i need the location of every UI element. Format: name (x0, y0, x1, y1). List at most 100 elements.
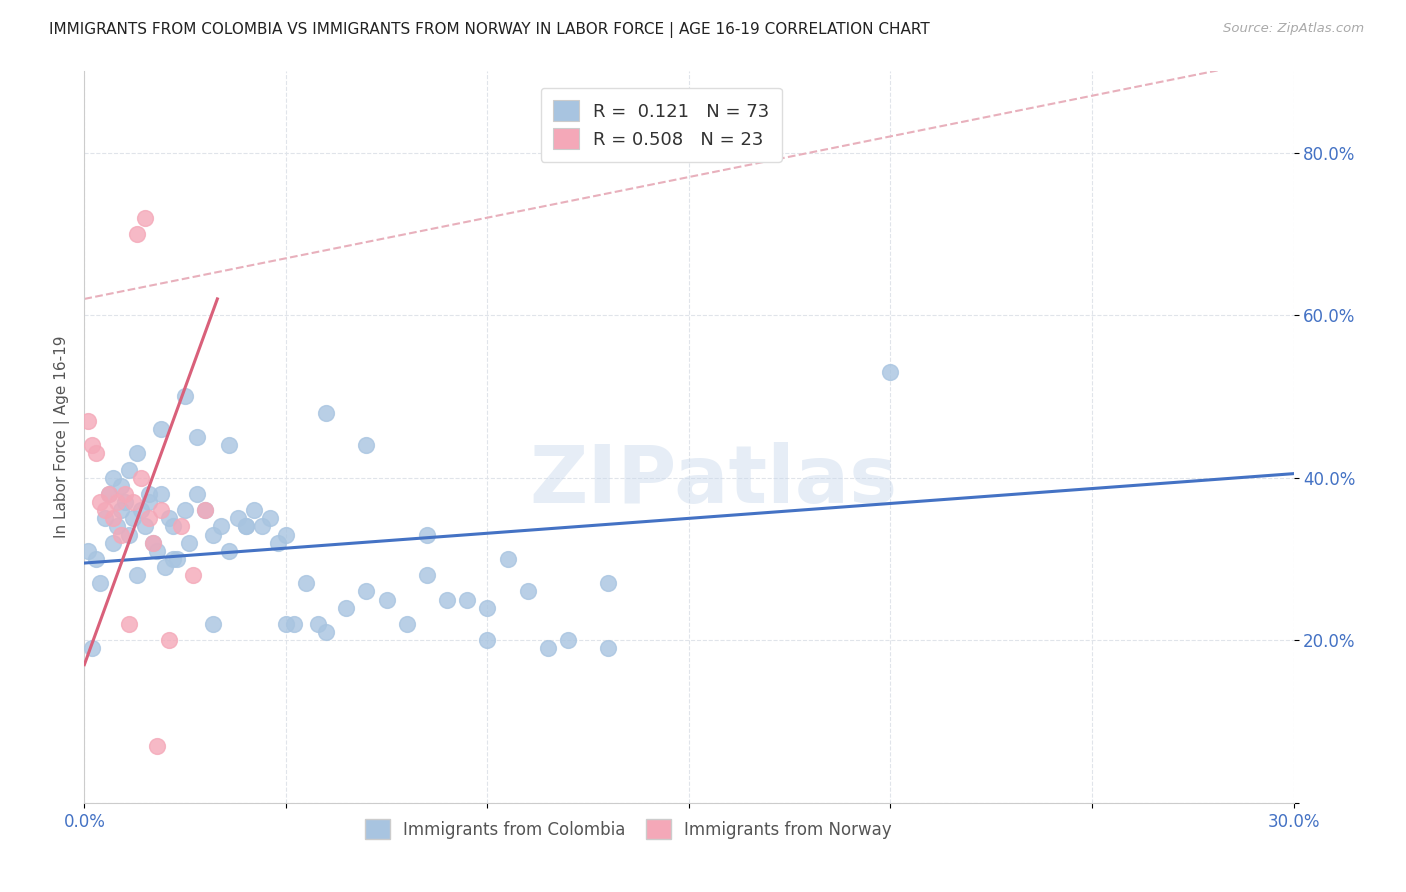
Point (118, 527, 141, 541)
Point (157, 633, 180, 648)
Point (170, 519, 193, 533)
Point (598, 641, 620, 656)
Point (162, 552, 184, 566)
Point (110, 527, 132, 541)
Point (356, 438, 378, 452)
Point (356, 584, 378, 599)
Point (105, 495, 128, 509)
Point (93, 511, 115, 525)
Text: Source: ZipAtlas.com: Source: ZipAtlas.com (1223, 22, 1364, 36)
Point (114, 487, 136, 501)
Point (416, 527, 439, 541)
Point (82, 641, 104, 656)
Point (259, 511, 281, 525)
Point (125, 227, 148, 241)
Point (149, 422, 172, 436)
Point (114, 495, 136, 509)
Point (283, 617, 305, 632)
Point (186, 487, 208, 501)
Point (537, 641, 560, 656)
Point (436, 592, 458, 607)
Point (162, 519, 184, 533)
Point (153, 560, 176, 574)
Point (186, 430, 208, 444)
Text: ZIPatlas: ZIPatlas (529, 442, 897, 520)
Point (118, 617, 141, 632)
Point (496, 552, 519, 566)
Point (315, 625, 337, 640)
Point (202, 527, 225, 541)
Point (174, 503, 197, 517)
Point (194, 503, 217, 517)
Point (557, 633, 579, 648)
Point (226, 511, 249, 525)
Point (138, 487, 160, 501)
Point (267, 535, 290, 549)
Point (125, 568, 148, 582)
Point (235, 519, 257, 533)
Point (157, 511, 180, 525)
Point (395, 617, 418, 632)
Point (149, 487, 172, 501)
Point (134, 211, 156, 225)
Point (174, 389, 197, 403)
Point (146, 739, 169, 753)
Point (101, 511, 124, 525)
Point (307, 617, 329, 632)
Point (315, 406, 337, 420)
Point (274, 617, 297, 632)
Point (138, 511, 160, 525)
Point (250, 519, 273, 533)
Y-axis label: In Labor Force | Age 16-19: In Labor Force | Age 16-19 (55, 335, 70, 539)
Point (416, 568, 439, 582)
Point (121, 511, 143, 525)
Point (477, 633, 499, 648)
Point (125, 446, 148, 460)
Point (335, 600, 357, 615)
Point (97, 487, 120, 501)
Point (138, 495, 160, 509)
Point (218, 544, 240, 558)
Point (194, 503, 217, 517)
Point (202, 617, 225, 632)
Point (477, 600, 499, 615)
Point (129, 503, 152, 517)
Point (209, 519, 232, 533)
Point (235, 519, 257, 533)
Point (89, 495, 111, 509)
Point (121, 495, 143, 509)
Point (179, 535, 201, 549)
Point (105, 519, 128, 533)
Legend: Immigrants from Colombia, Immigrants from Norway: Immigrants from Colombia, Immigrants fro… (356, 809, 901, 849)
Point (77, 544, 100, 558)
Point (77, 414, 100, 428)
Point (101, 471, 124, 485)
Point (93, 503, 115, 517)
Point (242, 503, 264, 517)
Point (456, 592, 478, 607)
Point (101, 535, 124, 549)
Point (82, 438, 104, 452)
Point (110, 503, 132, 517)
Point (142, 535, 165, 549)
Point (89, 576, 111, 591)
Point (97, 487, 120, 501)
Point (879, 365, 901, 379)
Point (129, 471, 152, 485)
Point (375, 592, 398, 607)
Point (134, 519, 156, 533)
Text: IMMIGRANTS FROM COLOMBIA VS IMMIGRANTS FROM NORWAY IN LABOR FORCE | AGE 16-19 CO: IMMIGRANTS FROM COLOMBIA VS IMMIGRANTS F… (49, 22, 929, 38)
Point (166, 552, 188, 566)
Point (146, 544, 169, 558)
Point (218, 438, 240, 452)
Point (181, 568, 204, 582)
Point (142, 535, 165, 549)
Point (86, 446, 108, 460)
Point (110, 479, 132, 493)
Point (274, 527, 297, 541)
Point (598, 576, 620, 591)
Point (295, 576, 318, 591)
Point (149, 503, 172, 517)
Point (86, 552, 108, 566)
Point (118, 462, 141, 476)
